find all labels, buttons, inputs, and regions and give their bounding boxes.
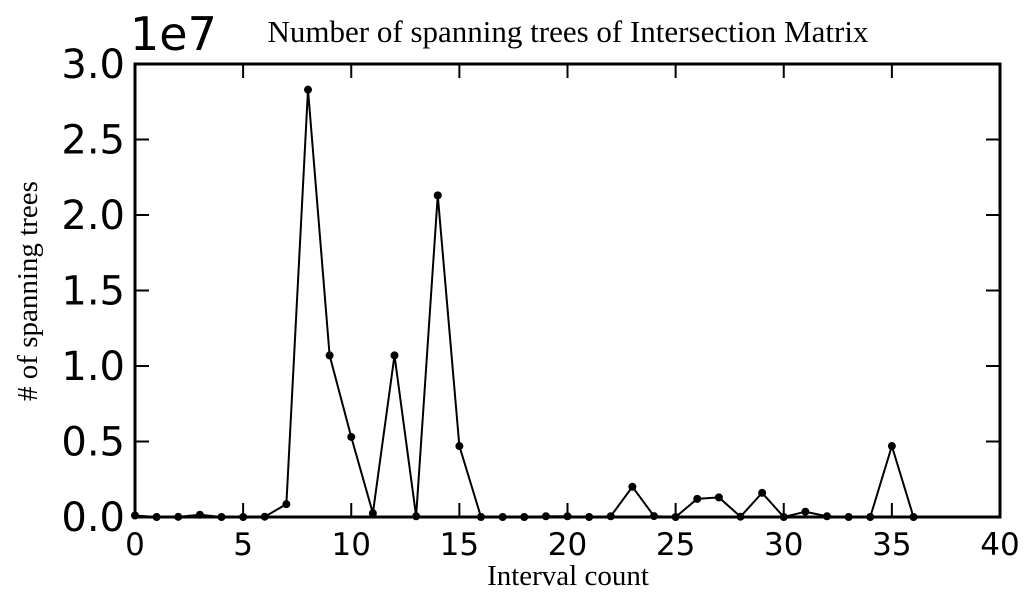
y-tick-label: 1.0 [61, 344, 125, 390]
data-point [368, 509, 377, 518]
data-point [455, 442, 464, 451]
data-point [304, 85, 312, 94]
y-tick-label: 2.5 [61, 118, 125, 164]
data-point [801, 507, 810, 516]
data-point [433, 191, 442, 200]
data-point [325, 351, 334, 360]
data-point [714, 493, 723, 502]
y-offset-label: 1e7 [130, 7, 217, 61]
y-tick-label: 2.0 [61, 193, 125, 239]
y-tick-label: 0.0 [61, 495, 125, 541]
chart-title: Number of spanning trees of Intersection… [268, 14, 869, 49]
x-tick-label: 10 [332, 527, 371, 563]
x-tick-label: 25 [656, 527, 695, 563]
data-point [282, 500, 291, 509]
series-line-0 [134, 89, 915, 519]
data-point [758, 488, 767, 497]
y-axis-label: # of spanning trees [12, 181, 44, 401]
x-tick-label: 40 [980, 527, 1019, 563]
x-tick-label: 5 [233, 527, 253, 563]
x-axis-label: Interval count [487, 560, 649, 592]
data-point [347, 432, 356, 441]
y-tick-label: 3.0 [61, 42, 125, 88]
data-point [887, 442, 896, 451]
x-tick-label: 0 [125, 527, 145, 563]
data-point [628, 482, 637, 491]
plot-area: 0 5 10 15 20 25 30 35 40 0.0 0.5 1.0 1.5 2.0 2.5 3.0 [61, 42, 1019, 563]
plot-frame [133, 62, 1002, 519]
x-tick-label: 15 [440, 527, 479, 563]
x-tick-label: 30 [764, 527, 803, 563]
x-tick-label: 35 [872, 527, 911, 563]
data-point [693, 494, 702, 503]
x-tick-label: 20 [548, 527, 587, 563]
data-point [390, 351, 399, 360]
y-tick-label: 0.5 [61, 420, 125, 466]
y-tick-label: 1.5 [61, 269, 125, 315]
